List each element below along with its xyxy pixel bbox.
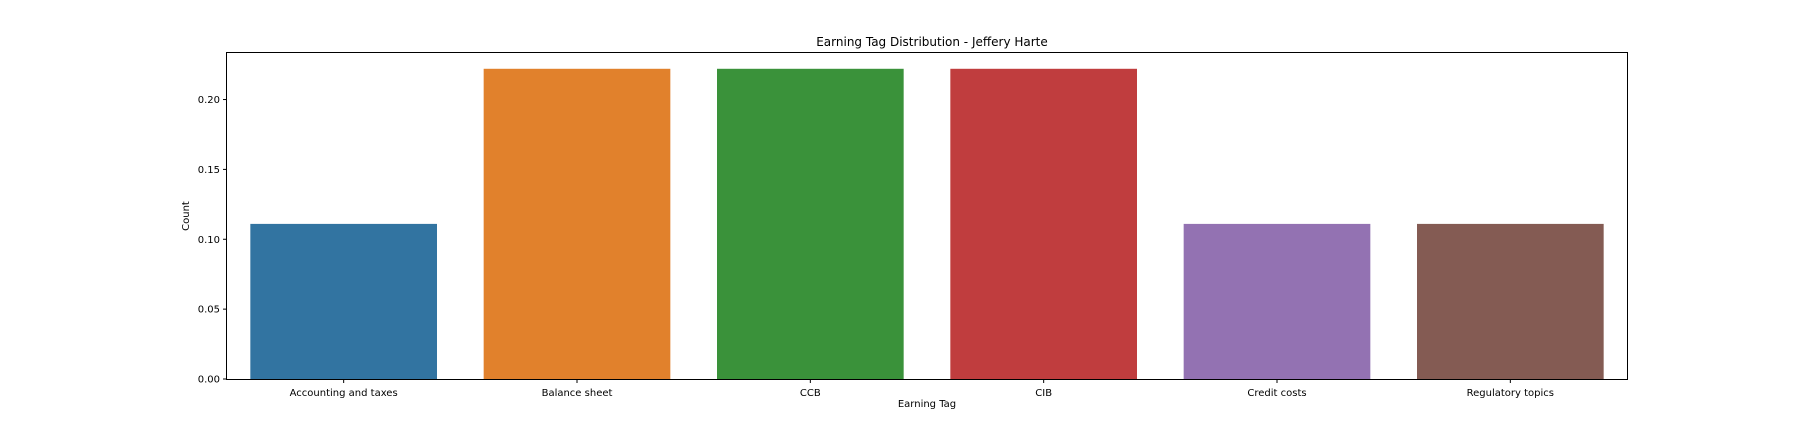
y-axis-label: Count xyxy=(181,201,192,231)
x-axis-ticks: Accounting and taxes Balance sheet CCB CIB C… xyxy=(290,379,1554,399)
x-axis-label: Earning Tag xyxy=(898,399,956,410)
x-tick-label: Credit costs xyxy=(1247,388,1306,399)
bars-group xyxy=(250,68,1604,379)
y-tick-label: 0.20 xyxy=(198,95,220,106)
y-tick-label: 0.05 xyxy=(198,305,220,316)
bar-ccb xyxy=(717,68,904,379)
y-tick-label: 0.10 xyxy=(198,235,220,246)
bar-accounting-and-taxes xyxy=(250,223,437,379)
bar-credit-costs xyxy=(1183,223,1371,379)
chart-title: Earning Tag Distribution - Jeffery Harte xyxy=(816,35,1048,49)
x-tick-label: CCB xyxy=(800,388,821,399)
x-tick-label: Accounting and taxes xyxy=(290,388,398,399)
x-tick-label: Balance sheet xyxy=(542,388,613,399)
bar-balance-sheet xyxy=(483,68,671,379)
y-tick-label: 0.15 xyxy=(198,165,220,176)
x-tick-label: CIB xyxy=(1035,388,1052,399)
bar-cib xyxy=(950,68,1137,379)
y-axis-ticks: 0.00 0.05 0.10 0.15 0.20 xyxy=(198,95,227,386)
plot-frame xyxy=(226,52,1628,380)
x-tick-label: Regulatory topics xyxy=(1467,388,1554,399)
bar-regulatory-topics xyxy=(1417,223,1604,379)
y-tick-label: 0.00 xyxy=(198,375,220,386)
